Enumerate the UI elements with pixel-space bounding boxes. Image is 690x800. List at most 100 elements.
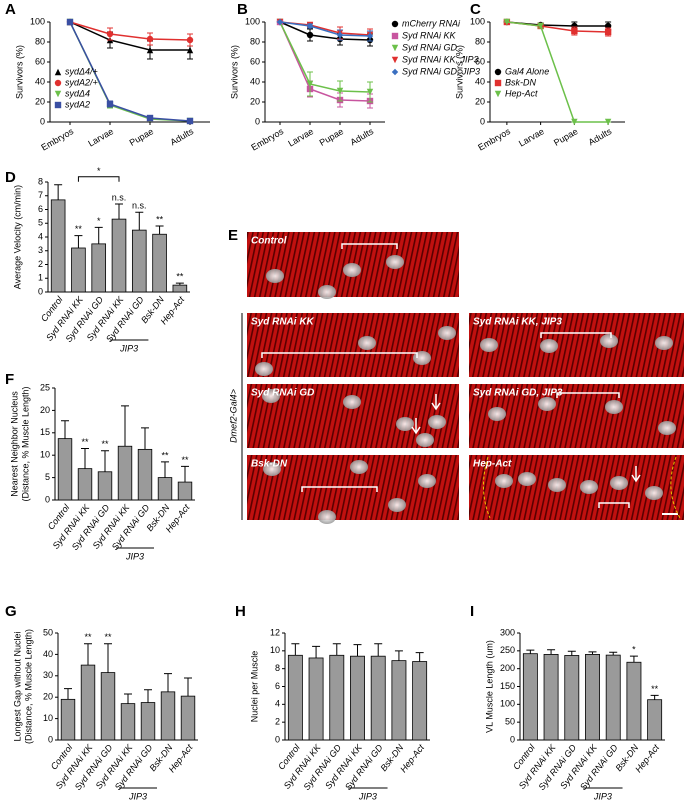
error-bar — [121, 405, 129, 447]
nucleus — [540, 339, 558, 353]
x-tick-label: Larvae — [517, 126, 546, 148]
point — [571, 118, 578, 126]
bar — [137, 448, 153, 501]
y-tick-label: 8 — [38, 176, 43, 186]
significance-label: n.s. — [112, 192, 127, 202]
legend-marker — [494, 90, 502, 98]
gap-bracket — [261, 352, 418, 358]
legend-label: Gal4 Alone — [505, 66, 549, 76]
significance-label: ** — [156, 214, 164, 224]
bar — [605, 654, 621, 741]
error-bar — [61, 420, 69, 439]
point — [336, 31, 344, 39]
point — [146, 35, 154, 43]
y-axis-label: Survivors (%) — [454, 45, 464, 99]
y-tick-label: 0 — [38, 286, 43, 296]
micrograph-label: Control — [251, 236, 287, 247]
y-tick-label: 3 — [38, 245, 43, 255]
group-label: JIP3 — [593, 791, 612, 800]
y-tick-label: 20 — [250, 96, 260, 106]
point — [571, 27, 578, 35]
panel-letter: B — [237, 1, 248, 18]
error-bar — [94, 226, 103, 244]
y-tick-label: 40 — [475, 76, 485, 86]
error-bar — [54, 184, 63, 200]
y-tick-label: 6 — [38, 204, 43, 214]
y-tick-label: 40 — [35, 76, 45, 86]
significance-label: ** — [651, 684, 659, 694]
point — [276, 18, 284, 26]
micrograph-label: Bsk-DN — [251, 459, 288, 470]
legend-marker — [494, 68, 502, 76]
series-line — [69, 21, 190, 51]
panel-letter: F — [5, 371, 14, 388]
legend-label: Syd RNAi GD — [402, 42, 458, 52]
nucleus — [386, 255, 404, 269]
point — [186, 36, 194, 44]
x-tick-label: Pupae — [552, 126, 580, 148]
point — [186, 46, 194, 54]
x-tick-label: Adults — [169, 126, 196, 147]
bar — [50, 199, 66, 293]
nucleus — [263, 462, 281, 476]
legend-label: sydA2/+ — [65, 77, 98, 87]
bar — [172, 284, 188, 293]
micrograph-label: Syd RNAi KK — [251, 317, 315, 328]
significance-label: ** — [181, 455, 189, 465]
bar — [647, 699, 663, 741]
bar — [60, 698, 76, 741]
x-tick-label: Adults — [587, 126, 614, 147]
bar — [370, 655, 386, 741]
group-label: JIP3 — [125, 551, 144, 561]
micrograph — [469, 313, 684, 377]
point — [186, 117, 194, 125]
point — [146, 46, 154, 54]
nucleus — [438, 326, 456, 340]
bar — [626, 661, 642, 741]
point — [336, 87, 344, 95]
y-axis-label: Longest Gap without Nuclei — [12, 631, 22, 741]
error-bar — [588, 651, 597, 655]
y-tick-label: 0 — [45, 494, 50, 504]
x-tick-label: Adults — [349, 126, 376, 147]
muscle-end — [483, 456, 681, 519]
legend-marker — [391, 20, 399, 28]
error-bar — [164, 673, 172, 692]
legend-marker — [54, 68, 62, 76]
error-bar — [141, 427, 149, 450]
significance-label: ** — [75, 224, 83, 234]
x-tick-label: Embryos — [476, 126, 512, 153]
point — [66, 18, 74, 26]
error-bar — [101, 450, 109, 472]
error-bar — [547, 649, 556, 655]
y-tick-label: 150 — [500, 681, 515, 691]
legend-label: Hep-Act — [505, 88, 538, 98]
bracket-label: * — [97, 166, 101, 176]
y-axis-label: Survivors (%) — [229, 45, 239, 99]
y-tick-label: 40 — [250, 76, 260, 86]
y-tick-label: 100 — [245, 16, 260, 26]
point — [306, 80, 314, 88]
nucleus — [343, 263, 361, 277]
error-bar — [291, 643, 300, 656]
y-axis-label: (Distance, % Muscle Length) — [23, 629, 33, 744]
nucleus — [428, 415, 446, 429]
y-tick-label: 5 — [38, 218, 43, 228]
point — [106, 100, 114, 108]
significance-label: ** — [176, 271, 184, 281]
y-tick-label: 20 — [35, 96, 45, 106]
side-label: Dmef2-Gal4> — [228, 389, 238, 443]
panel-letter: E — [228, 227, 238, 244]
legend-label: mCherry RNAi — [402, 18, 461, 28]
y-tick-label: 80 — [35, 36, 45, 46]
bar — [522, 653, 538, 741]
bar — [57, 438, 73, 501]
bar — [91, 243, 107, 293]
nucleus — [600, 334, 618, 348]
error-bar — [81, 447, 89, 469]
bar — [329, 654, 345, 741]
y-tick-label: 4 — [38, 231, 43, 241]
bar — [100, 672, 116, 741]
y-tick-label: 40 — [43, 649, 53, 659]
y-tick-label: 1 — [38, 273, 43, 283]
